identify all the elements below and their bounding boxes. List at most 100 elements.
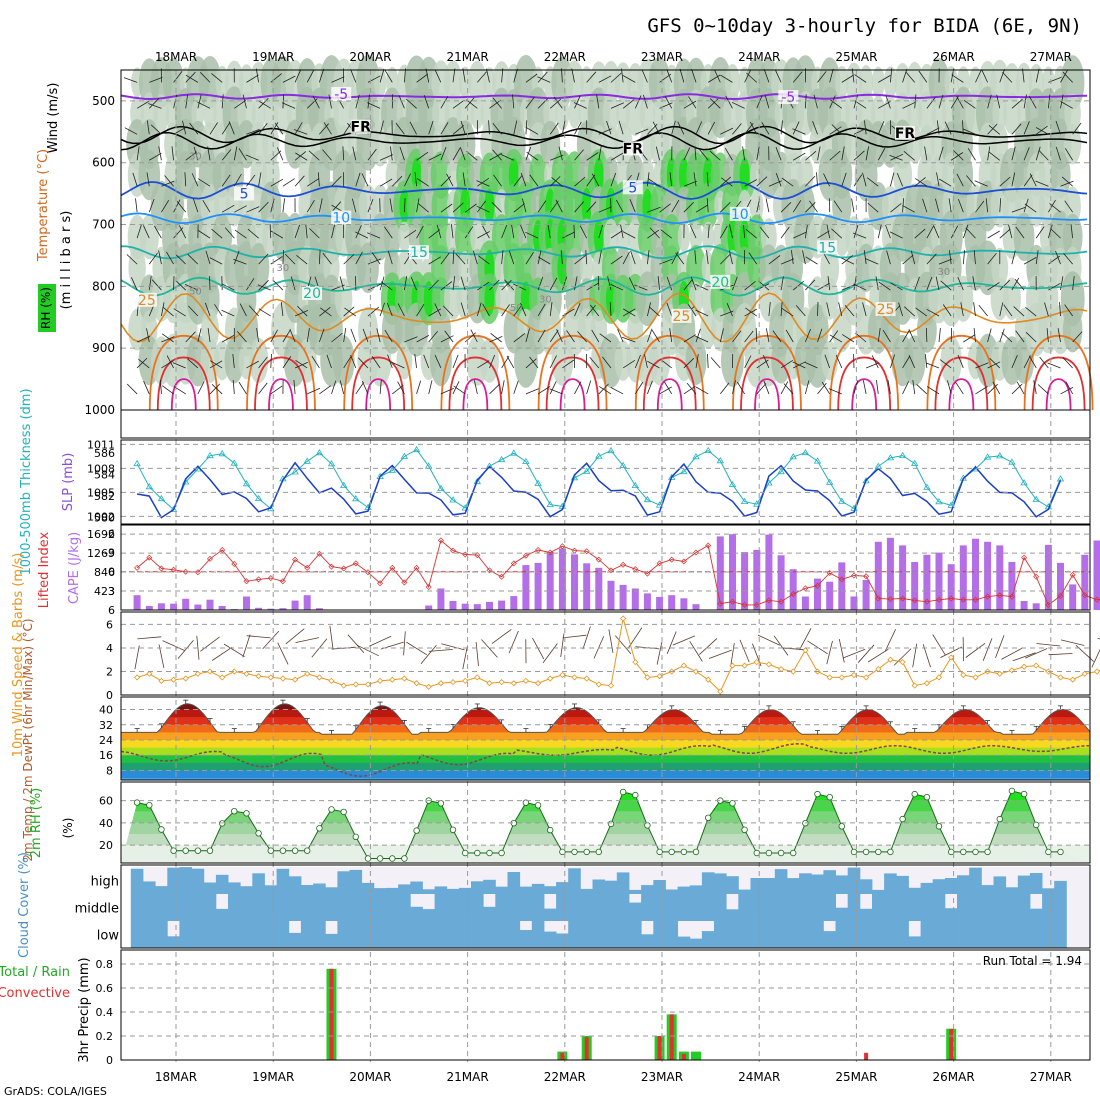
cloud-bar-middle	[774, 894, 788, 921]
wind-marker	[717, 688, 724, 695]
wind-barb	[755, 327, 758, 343]
wind-barb	[629, 199, 636, 213]
wind-barb	[132, 172, 138, 187]
cloud-bar-low	[179, 921, 192, 948]
wind-marker	[304, 670, 311, 677]
wind-barb	[389, 198, 393, 213]
wind-barb	[187, 254, 199, 265]
thickness-marker	[643, 495, 652, 503]
wind-marker	[620, 615, 627, 622]
wind-barb	[414, 172, 417, 187]
wind-barb	[962, 250, 965, 265]
wind-barb	[973, 250, 976, 265]
wind-barb	[211, 228, 223, 239]
cloud-frame	[120, 864, 1091, 949]
temp-band	[121, 703, 1090, 711]
rh-shading	[1064, 186, 1081, 226]
li-marker	[911, 597, 918, 604]
wind-barb	[318, 250, 321, 265]
wind-barb	[902, 68, 908, 83]
cloud-bar-middle	[811, 894, 824, 921]
cloud-bar-high	[483, 879, 496, 894]
rh-marker	[1008, 787, 1016, 795]
chart-title: GFS 0~10day 3-hourly for BIDA (6E, 9N)	[647, 15, 1082, 37]
wind-barb	[525, 328, 530, 343]
rh-marker	[911, 790, 918, 798]
wind-barb-10m	[134, 645, 140, 670]
wind-barb	[513, 174, 523, 187]
wind-marker	[437, 680, 444, 687]
wind-barb	[875, 276, 879, 291]
date-label-bottom: 24MAR	[738, 1070, 780, 1084]
cloud-bar-middle	[543, 908, 557, 921]
wind-barb-10m	[656, 641, 663, 665]
cloud-bar-high	[835, 875, 849, 894]
isotherm-line	[120, 276, 1088, 297]
wind-barb	[549, 302, 553, 317]
rh-shading-high	[581, 187, 592, 225]
wind-marker	[170, 676, 177, 683]
wind-barb	[571, 68, 575, 83]
wind-barb	[802, 250, 806, 265]
cloud-bar-low	[1029, 921, 1043, 948]
wind-barb	[501, 224, 508, 239]
wind-barb	[409, 121, 417, 135]
wind-barb	[659, 203, 671, 213]
wind-barb	[922, 198, 928, 213]
wind-barb-10m	[842, 648, 866, 659]
cloud-bar-low	[799, 921, 812, 948]
wind-barb	[598, 146, 602, 161]
isotherm-dome	[343, 334, 414, 411]
wind-barb	[355, 251, 363, 265]
wind-barb	[962, 128, 976, 135]
wind-barb	[355, 225, 362, 239]
cloud-bar-low	[531, 921, 545, 948]
cloud-bar-low	[944, 921, 958, 948]
wind-barb	[506, 355, 515, 369]
cloud-bar-high	[932, 879, 946, 894]
wind-barb	[270, 329, 278, 343]
wind-barb	[323, 122, 332, 135]
wind-barb	[1055, 120, 1061, 135]
wind-marker	[328, 677, 335, 684]
wind-barb	[282, 250, 284, 265]
wind-barb	[362, 328, 369, 343]
wind-barb	[293, 379, 296, 394]
wind-barb-10m	[162, 640, 185, 651]
rh-shading	[661, 213, 682, 260]
wind-barb	[940, 280, 952, 291]
cloud-bar-middle	[398, 894, 411, 921]
precip-conv-bar	[560, 1052, 565, 1060]
wind-barb	[297, 305, 308, 317]
rh-shading	[334, 278, 353, 320]
cloud-bar-high	[1054, 880, 1067, 894]
wind-barb	[622, 359, 636, 369]
wind-barb	[258, 253, 269, 265]
wind-barb	[270, 385, 283, 395]
wind-barb	[992, 381, 1001, 395]
cape-bar	[510, 596, 518, 610]
li-marker	[146, 554, 153, 561]
rh-marker	[607, 820, 615, 828]
rh-shading-high	[642, 188, 653, 224]
cloud-bar-middle	[677, 894, 691, 921]
wind-barb	[762, 355, 770, 369]
temp-band	[121, 778, 1090, 780]
wind-barb	[975, 69, 982, 83]
wind-barb	[915, 178, 928, 187]
wind-barb	[651, 329, 660, 343]
isotherm-label: 20	[303, 286, 321, 302]
cloud-bar-middle	[641, 894, 654, 921]
thickness-marker	[145, 483, 154, 490]
rh-shading	[663, 186, 681, 226]
rh-unit: (%)	[61, 818, 75, 839]
wind-barb	[416, 303, 425, 317]
pressure-tick: 500	[92, 94, 115, 108]
wind-barb-10m	[475, 641, 479, 666]
wind-tick: 6	[106, 618, 113, 631]
wind-barb	[404, 68, 406, 83]
wind-barb	[1070, 224, 1074, 239]
li-marker	[450, 547, 456, 554]
rh-shading	[883, 96, 898, 131]
